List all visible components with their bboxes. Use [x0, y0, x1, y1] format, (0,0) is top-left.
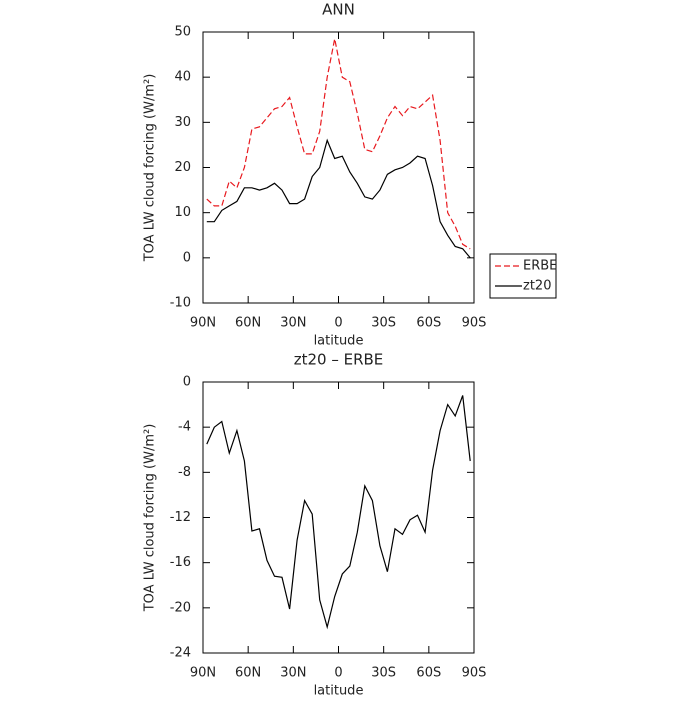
y-tick-label: -20	[170, 600, 191, 615]
legend-label: ERBE	[523, 259, 557, 274]
x-tick-label: 60S	[416, 666, 441, 681]
y-tick-label: 30	[174, 115, 191, 130]
x-tick-label: 90S	[462, 316, 487, 331]
y-tick-label: 50	[174, 25, 191, 40]
x-tick-label: 90N	[190, 666, 216, 681]
legend-label: zt20	[523, 279, 551, 294]
plot-frame	[202, 381, 475, 654]
y-tick-label: -16	[170, 555, 191, 570]
y-tick-label: 20	[174, 160, 191, 175]
legend-box	[489, 253, 557, 299]
data-line	[206, 138, 471, 259]
y-tick-label: 10	[174, 205, 191, 220]
y-tick-label: -8	[178, 465, 191, 480]
x-tick-label: 30S	[371, 316, 396, 331]
x-tick-label: 0	[334, 666, 342, 681]
y-tick-label: -4	[178, 420, 191, 435]
y-tick-label: 0	[183, 375, 191, 390]
y-axis-label: TOA LW cloud forcing (W/m²)	[143, 424, 158, 613]
data-line	[206, 395, 471, 630]
x-tick-label: 60N	[235, 316, 261, 331]
chart-title: zt20 – ERBE	[294, 351, 384, 369]
x-tick-label: 30N	[280, 666, 306, 681]
x-tick-label: 90S	[462, 666, 487, 681]
y-tick-label: 40	[174, 70, 191, 85]
x-tick-label: 30N	[280, 316, 306, 331]
chart-title: ANN	[322, 1, 355, 19]
x-tick-label: 90N	[190, 316, 216, 331]
x-axis-label: latitude	[314, 334, 364, 349]
y-tick-label: -10	[170, 296, 191, 311]
x-tick-label: 60N	[235, 666, 261, 681]
x-tick-label: 60S	[416, 316, 441, 331]
x-tick-label: 30S	[371, 666, 396, 681]
y-tick-label: -12	[170, 510, 191, 525]
x-tick-label: 0	[334, 316, 342, 331]
plot-frame	[202, 31, 475, 304]
data-line	[206, 38, 471, 250]
x-axis-label: latitude	[314, 684, 364, 699]
y-tick-label: 0	[183, 250, 191, 265]
y-axis-label: TOA LW cloud forcing (W/m²)	[143, 74, 158, 263]
y-tick-label: -24	[170, 646, 191, 661]
